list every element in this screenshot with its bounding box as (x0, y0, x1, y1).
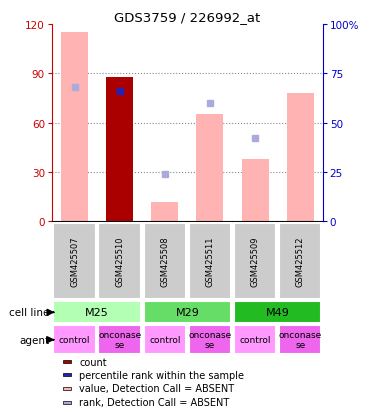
Text: count: count (79, 357, 106, 367)
Bar (189, 325, 231, 354)
Bar (63, 373, 72, 376)
Text: M25: M25 (85, 308, 109, 318)
Text: percentile rank within the sample: percentile rank within the sample (79, 370, 244, 380)
Bar (279, 325, 321, 354)
Text: onconase
se: onconase se (188, 330, 232, 349)
Bar (63, 360, 72, 363)
Bar (151, 202, 178, 222)
Text: control: control (59, 335, 90, 344)
Bar (63, 387, 72, 390)
Text: control: control (239, 335, 271, 344)
Bar (98, 325, 141, 354)
Bar (234, 223, 276, 299)
Text: control: control (149, 335, 181, 344)
Bar (106, 77, 133, 222)
Text: onconase
se: onconase se (279, 330, 322, 349)
Bar (196, 115, 223, 222)
Text: M49: M49 (266, 308, 290, 318)
Bar (234, 301, 321, 323)
Bar (234, 325, 276, 354)
Text: GSM425509: GSM425509 (250, 236, 260, 287)
Bar (98, 223, 141, 299)
Bar (144, 325, 186, 354)
Bar (242, 159, 269, 222)
Bar (144, 301, 231, 323)
Bar (144, 223, 186, 299)
Text: GSM425510: GSM425510 (115, 236, 124, 287)
Bar (53, 325, 96, 354)
Bar (63, 401, 72, 404)
Bar (53, 301, 141, 323)
Title: GDS3759 / 226992_at: GDS3759 / 226992_at (114, 11, 260, 24)
Text: onconase
se: onconase se (98, 330, 141, 349)
Bar (61, 33, 88, 222)
Text: cell line: cell line (9, 308, 49, 318)
Text: GSM425507: GSM425507 (70, 236, 79, 287)
Text: rank, Detection Call = ABSENT: rank, Detection Call = ABSENT (79, 397, 229, 408)
Text: GSM425511: GSM425511 (206, 236, 214, 287)
Bar (53, 223, 96, 299)
Text: value, Detection Call = ABSENT: value, Detection Call = ABSENT (79, 384, 234, 394)
Text: agent: agent (19, 335, 49, 345)
Bar (287, 94, 314, 222)
Text: GSM425512: GSM425512 (296, 236, 305, 287)
Bar (189, 223, 231, 299)
Text: GSM425508: GSM425508 (160, 236, 169, 287)
Bar (279, 223, 321, 299)
Text: M29: M29 (175, 308, 199, 318)
